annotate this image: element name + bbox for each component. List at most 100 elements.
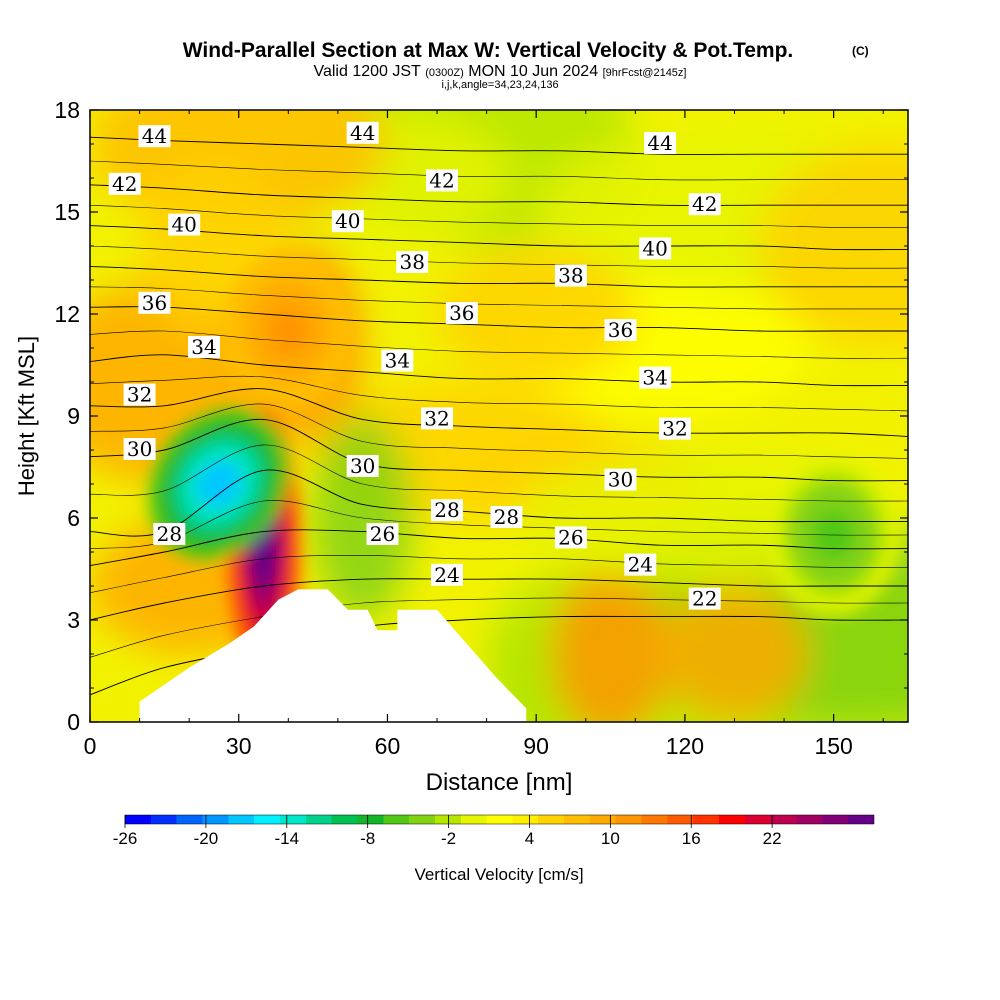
contour-label-box — [430, 499, 463, 522]
contour-label: 28 — [490, 505, 523, 529]
contour-label-text: 40 — [335, 209, 360, 233]
contour-label: 30 — [346, 454, 379, 478]
contour-label: 24 — [430, 563, 463, 587]
contour-label-box — [624, 553, 657, 576]
contour-label: 34 — [381, 349, 414, 373]
downdraft-core — [196, 460, 241, 508]
subtitle-zulu: (0300Z) — [425, 67, 464, 79]
contour-label-text: 24 — [434, 563, 459, 587]
isentrope-30 — [90, 418, 908, 482]
contour-label-text: 34 — [385, 349, 410, 373]
contour-label-text: 34 — [642, 366, 667, 390]
contour-label: 38 — [396, 250, 429, 274]
isentrope-26 — [90, 529, 908, 567]
isentrope-36 — [90, 306, 908, 332]
contour-label-text: 28 — [157, 522, 182, 546]
contour-label-text: 38 — [558, 264, 583, 288]
isentrope-minor — [90, 375, 908, 412]
contour-label-box — [123, 383, 156, 406]
contour-label-box — [421, 407, 454, 430]
contour-label-box — [108, 172, 141, 195]
contour-label-box — [138, 291, 171, 314]
contour-label-text: 30 — [608, 468, 633, 492]
colorbar-tick-label: 22 — [763, 829, 782, 848]
field-blob — [759, 144, 908, 348]
colorbar-tick-label: -20 — [194, 829, 219, 848]
contour-label: 36 — [445, 301, 478, 325]
terrain-mask — [90, 589, 527, 722]
contour-label-text: 44 — [142, 124, 167, 148]
contour-label-box — [153, 523, 186, 545]
contour-label-box — [381, 349, 414, 372]
contour-label-text: 32 — [662, 417, 687, 441]
contour-label-box — [346, 455, 379, 477]
contour-label: 44 — [644, 131, 677, 155]
y-tick-label: 0 — [67, 709, 80, 735]
contour-label: 42 — [425, 168, 458, 192]
contour-label: 34 — [188, 335, 221, 359]
ijk-line: i,j,k,angle=34,23,24,136 — [441, 79, 558, 91]
isentrope-minor — [90, 286, 908, 310]
x-axis-label: Distance [nm] — [426, 769, 573, 796]
contour-label-text: 26 — [558, 525, 583, 549]
contour-label-text: 40 — [642, 236, 667, 260]
contour-label-box — [554, 526, 587, 549]
contour-label: 40 — [639, 236, 672, 260]
y-tick-label: 3 — [67, 607, 80, 633]
contour-label-text: 30 — [350, 454, 375, 478]
chart-subtitle: Valid 1200 JST (0300Z) MON 10 Jun 2024 [… — [313, 63, 686, 80]
contour-label: 30 — [123, 437, 156, 461]
contour-label-box — [331, 210, 364, 233]
updraft-core — [267, 307, 310, 355]
contour-label: 34 — [639, 366, 672, 390]
contour-label-box — [490, 506, 523, 528]
y-tick-label: 15 — [54, 199, 80, 225]
subtitle-date: MON 10 Jun 2024 — [468, 63, 598, 80]
y-tick-label: 12 — [54, 301, 80, 327]
isentrope-44 — [90, 136, 908, 155]
contour-label: 40 — [331, 209, 364, 233]
contour-label-text: 28 — [494, 505, 519, 529]
contour-label-text: 38 — [400, 250, 425, 274]
contour-label: 26 — [554, 525, 587, 549]
contour-label-text: 36 — [142, 291, 167, 315]
isentrope-24 — [90, 578, 908, 621]
contour-label-box — [688, 587, 721, 610]
contour-label: 24 — [624, 553, 657, 577]
contour-label-text: 26 — [370, 522, 395, 546]
contour-label-box — [168, 213, 201, 236]
contour-label: 30 — [604, 468, 637, 492]
contour-label: 40 — [168, 213, 201, 237]
isentrope-40 — [90, 225, 908, 251]
x-tick-label: 150 — [814, 733, 852, 759]
y-tick-label: 6 — [67, 505, 80, 531]
contour-label-box — [688, 193, 721, 216]
isentrope-minor — [90, 555, 908, 594]
y-tick-label: 18 — [54, 97, 80, 123]
subtitle-valid: Valid 1200 JST — [313, 63, 421, 80]
contour-label: 44 — [346, 121, 379, 145]
isentrope-34 — [90, 354, 908, 387]
contour-label-text: 42 — [112, 172, 137, 196]
chart-title: Wind-Parallel Section at Max W: Vertical… — [183, 39, 794, 62]
contour-label-text: 44 — [350, 121, 375, 145]
isentrope-minor — [90, 245, 908, 269]
contour-label-text: 42 — [692, 192, 717, 216]
contour-label-box — [346, 121, 379, 144]
isentrope-42 — [90, 184, 908, 206]
contour-label-text: 28 — [434, 498, 459, 522]
isentrope-minor — [90, 330, 908, 359]
contour-label-box — [604, 319, 637, 341]
contour-label-text: 36 — [449, 301, 474, 325]
contour-label-box — [396, 251, 429, 273]
contour-label-text: 42 — [429, 168, 454, 192]
contour-label-box — [366, 523, 399, 545]
colorbar-tick-label: -26 — [113, 829, 138, 848]
contour-label-text: 36 — [608, 318, 633, 342]
contour-label-text: 34 — [191, 335, 216, 359]
contour-label: 28 — [153, 522, 186, 546]
